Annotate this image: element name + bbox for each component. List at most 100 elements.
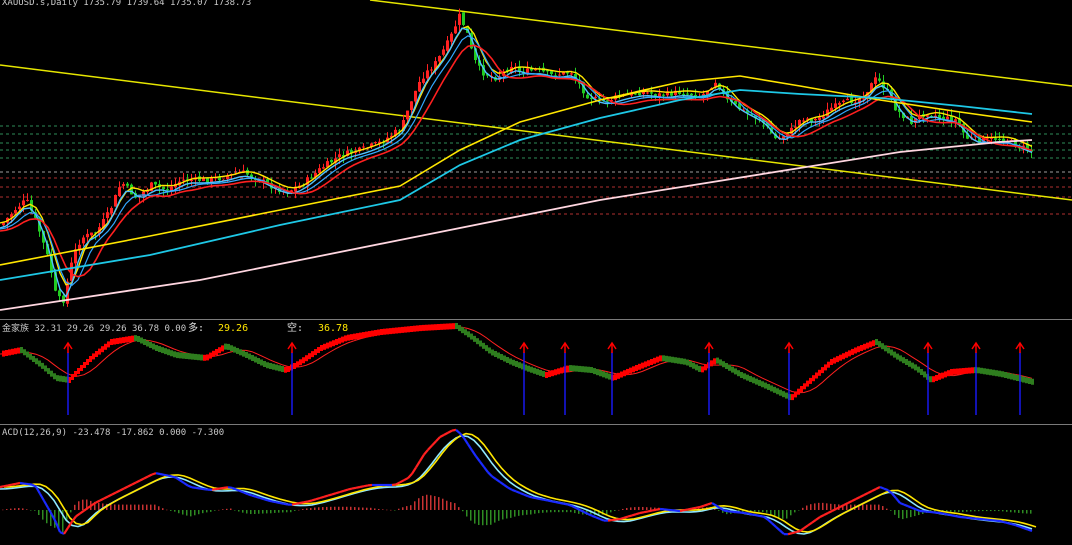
indicator-block [92, 353, 95, 360]
candle-body [346, 150, 349, 157]
candle-body [218, 176, 221, 181]
indicator-block [110, 339, 113, 345]
macd-line-segment [51, 514, 57, 523]
macd-line-segment [415, 460, 421, 468]
macd-histogram-bar [1022, 510, 1024, 514]
candle-body [338, 154, 341, 158]
macd-line-segment [531, 496, 537, 500]
indicator-block [986, 368, 989, 375]
candle-body [650, 92, 653, 94]
candle-body [114, 195, 117, 207]
macd-line-segment [715, 504, 721, 509]
indicator-block [488, 347, 491, 354]
macd-line-segment [103, 495, 109, 500]
candle-body [414, 90, 417, 102]
indicator-block [824, 364, 827, 371]
macd-line-segment [879, 485, 885, 490]
macd-histogram-bar [310, 508, 312, 510]
macd-line-segment [915, 508, 921, 513]
macd-line-segment [427, 444, 433, 451]
indicator-chart[interactable] [0, 320, 1072, 423]
macd-line-segment [687, 507, 693, 511]
macd-histogram-bar [438, 497, 440, 510]
candle-body [1002, 138, 1005, 142]
price-chart[interactable] [0, 0, 1072, 318]
macd-line-segment [83, 506, 89, 512]
macd-histogram-bar [42, 510, 44, 520]
macd-line-segment [111, 491, 117, 496]
macd-histogram-bar [182, 510, 184, 515]
pane-separator[interactable] [0, 424, 1072, 425]
macd-line-segment [451, 428, 457, 432]
indicator-block [476, 338, 479, 345]
macd-line-segment [519, 491, 525, 496]
indicator-block [734, 368, 737, 375]
indicator-block [860, 345, 863, 351]
indicator-block [512, 359, 515, 366]
candle-body [402, 120, 405, 131]
indicator-block [782, 391, 785, 398]
macd-line-segment [11, 482, 17, 486]
indicator-block [176, 352, 179, 359]
indicator-block [665, 355, 668, 362]
indicator-block [587, 366, 590, 373]
candle-body [170, 186, 173, 192]
indicator-block [221, 345, 224, 352]
candle-body [942, 116, 945, 120]
pane-separator[interactable] [0, 319, 1072, 320]
macd-line-segment [255, 495, 261, 500]
indicator-block [350, 334, 353, 341]
macd-line-segment [719, 506, 725, 512]
indicator-block [656, 356, 659, 363]
macd-chart[interactable] [0, 425, 1072, 545]
signal-arrow-icon [923, 341, 933, 350]
macd-histogram-bar [370, 507, 372, 510]
macd-histogram-bar [246, 510, 248, 514]
indicator-block [785, 392, 788, 399]
candle-body [122, 184, 125, 186]
macd-histogram-bar [410, 505, 412, 510]
macd-histogram-bar [110, 504, 112, 510]
candle-body [110, 207, 113, 214]
macd-histogram-bar [514, 510, 516, 517]
macd-histogram-bar [198, 510, 200, 515]
candle-body [762, 119, 765, 123]
macd-fast-line [3, 432, 1037, 533]
indicator-block [635, 365, 638, 371]
macd-histogram-bar [982, 510, 984, 512]
macd-histogram-bar [842, 504, 844, 510]
macd-line-segment [363, 484, 369, 488]
candle-body [766, 122, 769, 127]
macd-pane[interactable]: ACD(12,26,9) -23.478 -17.862 0.000 -7.30… [0, 425, 1072, 545]
macd-histogram-bar [326, 506, 328, 510]
macd-histogram-bar [262, 510, 264, 514]
macd-line-segment [179, 479, 185, 484]
indicator-block [497, 352, 500, 359]
macd-histogram-bar [894, 510, 896, 515]
indicator-block [833, 357, 836, 364]
price-chart-pane[interactable]: XAUUSD.s,Daily 1735.79 1739.64 1735.07 1… [0, 0, 1072, 318]
indicator-block [506, 357, 509, 363]
indicator-block [287, 366, 290, 372]
indicator-block [884, 345, 887, 352]
signal-arrow-icon [784, 341, 794, 350]
macd-line-segment [791, 531, 797, 535]
indicator-block [125, 336, 128, 343]
macd-line-segment [859, 494, 865, 498]
macd-line-segment [435, 436, 441, 443]
indicator-pane[interactable]: 金家族 32.31 29.26 29.26 36.78 0.00 多: 29.2… [0, 320, 1072, 423]
indicator-block [743, 373, 746, 380]
indicator-block [518, 362, 521, 369]
indicator-block [335, 339, 338, 345]
candle-body [126, 183, 129, 186]
indicator-block [77, 368, 80, 374]
indicator-block [527, 365, 530, 372]
macd-line-segment [763, 515, 769, 521]
indicator-block [722, 361, 725, 368]
indicator-block [461, 327, 464, 334]
indicator-block [194, 353, 197, 360]
candle-body [702, 93, 705, 97]
candle-body [670, 91, 673, 96]
candle-body [362, 146, 365, 148]
indicator-block [353, 333, 356, 340]
